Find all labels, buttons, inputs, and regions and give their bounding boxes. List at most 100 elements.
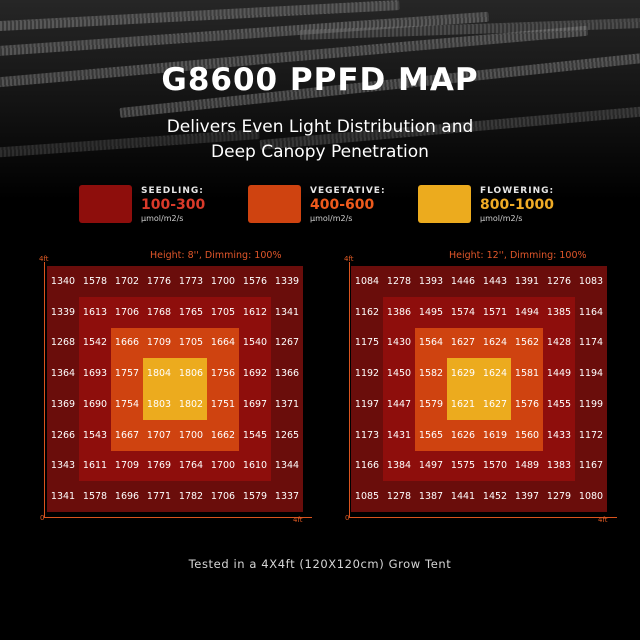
ppfd-cell: 1706 xyxy=(114,306,140,318)
ppfd-cell: 1696 xyxy=(114,491,140,503)
vegetative-swatch xyxy=(248,185,301,223)
ppfd-cell: 1083 xyxy=(578,275,604,287)
legend-name: FLOWERING: xyxy=(480,186,555,196)
legend-range: 800-1000 xyxy=(480,197,554,213)
ppfd-cell: 1387 xyxy=(418,491,444,503)
y-axis xyxy=(44,262,45,518)
hero-background xyxy=(0,0,640,200)
ppfd-cell: 1450 xyxy=(386,368,412,380)
legend-range: 100-300 xyxy=(141,197,206,213)
ppfd-cell: 1581 xyxy=(514,368,540,380)
y-axis-top-label: 4ft xyxy=(344,255,354,263)
ppfd-cell: 1768 xyxy=(146,306,172,318)
ppfd-cell: 1265 xyxy=(274,429,300,441)
ppfd-cell: 1455 xyxy=(546,398,572,410)
x-axis xyxy=(44,517,312,518)
ppfd-cell: 1279 xyxy=(546,491,572,503)
ppfd-cell: 1452 xyxy=(482,491,508,503)
ppfd-cell: 1084 xyxy=(354,275,380,287)
ppfd-cell: 1489 xyxy=(514,460,540,472)
ppfd-cell: 1802 xyxy=(178,398,204,410)
ppfd-cell: 1495 xyxy=(418,306,444,318)
ppfd-cell: 1497 xyxy=(418,460,444,472)
ppfd-cell: 1175 xyxy=(354,337,380,349)
ppfd-cell: 1705 xyxy=(210,306,236,318)
ppfd-cell: 1754 xyxy=(114,398,140,410)
ppfd-cell: 1166 xyxy=(354,460,380,472)
ppfd-cell: 1172 xyxy=(578,429,604,441)
x-axis-right-label: 4ft xyxy=(293,516,303,524)
ppfd-cell: 1662 xyxy=(210,429,236,441)
center-zone xyxy=(447,358,511,420)
ppfd-cell: 1564 xyxy=(418,337,444,349)
ppfd-cell: 1341 xyxy=(274,306,300,318)
ppfd-cell: 1782 xyxy=(178,491,204,503)
x-axis-right-label: 4ft xyxy=(598,516,608,524)
ppfd-cell: 1693 xyxy=(82,368,108,380)
ppfd-cell: 1765 xyxy=(178,306,204,318)
panel-heading: Height: 12'', Dimming: 100% xyxy=(449,250,587,261)
panel-heading: Height: 8'', Dimming: 100% xyxy=(150,250,282,261)
subtitle-line: Deep Canopy Penetration xyxy=(211,142,429,162)
ppfd-cell: 1085 xyxy=(354,491,380,503)
ppfd-cell: 1164 xyxy=(578,306,604,318)
ppfd-cell: 1624 xyxy=(482,337,508,349)
seedling-swatch xyxy=(79,185,132,223)
ppfd-cell: 1369 xyxy=(50,398,76,410)
ppfd-cell: 1339 xyxy=(274,275,300,287)
ppfd-cell: 1494 xyxy=(514,306,540,318)
ppfd-cell: 1803 xyxy=(146,398,172,410)
ppfd-cell: 1771 xyxy=(146,491,172,503)
ppfd-cell: 1709 xyxy=(114,460,140,472)
page-title: G8600 PPFD MAP xyxy=(161,62,479,98)
ppfd-cell: 1167 xyxy=(578,460,604,472)
ppfd-cell: 1339 xyxy=(50,306,76,318)
ppfd-cell: 1582 xyxy=(418,368,444,380)
ppfd-cell: 1562 xyxy=(514,337,540,349)
ppfd-cell: 1341 xyxy=(50,491,76,503)
ppfd-cell: 1162 xyxy=(354,306,380,318)
ppfd-cell: 1268 xyxy=(50,337,76,349)
ppfd-cell: 1447 xyxy=(386,398,412,410)
legend-range: 400-600 xyxy=(310,197,375,213)
ppfd-cell: 1174 xyxy=(578,337,604,349)
subtitle: Delivers Even Light Distribution and Dee… xyxy=(0,115,640,165)
ppfd-cell: 1626 xyxy=(450,429,476,441)
ppfd-cell: 1611 xyxy=(82,460,108,472)
ppfd-cell: 1613 xyxy=(82,306,108,318)
x-axis xyxy=(349,517,617,518)
ppfd-cell: 1565 xyxy=(418,429,444,441)
ppfd-cell: 1278 xyxy=(386,275,412,287)
ppfd-cell: 1574 xyxy=(450,306,476,318)
ppfd-cell: 1776 xyxy=(146,275,172,287)
ppfd-cell: 1266 xyxy=(50,429,76,441)
flowering-swatch xyxy=(418,185,471,223)
ppfd-cell: 1806 xyxy=(178,368,204,380)
ppfd-cell: 1430 xyxy=(386,337,412,349)
ppfd-cell: 1278 xyxy=(386,491,412,503)
ppfd-cell: 1545 xyxy=(242,429,268,441)
ppfd-cell: 1579 xyxy=(242,491,268,503)
ppfd-cell: 1666 xyxy=(114,337,140,349)
ppfd-cell: 1700 xyxy=(210,275,236,287)
ppfd-cell: 1371 xyxy=(274,398,300,410)
ppfd-cell: 1579 xyxy=(418,398,444,410)
ppfd-cell: 1571 xyxy=(482,306,508,318)
ppfd-map-12in: 1084 1278 1393 1446 1443 1391 1276 1083 1162 1386… xyxy=(351,266,607,512)
y-axis xyxy=(349,262,350,518)
ppfd-cell: 1624 xyxy=(482,368,508,380)
ppfd-cell: 1612 xyxy=(242,306,268,318)
ppfd-cell: 1441 xyxy=(450,491,476,503)
ppfd-cell: 1627 xyxy=(450,337,476,349)
ppfd-cell: 1397 xyxy=(514,491,540,503)
ppfd-cell: 1344 xyxy=(274,460,300,472)
ppfd-grid: 1340 1578 1702 1776 1773 1700 1576 1339 1339 1613… xyxy=(47,266,303,512)
ppfd-cell: 1690 xyxy=(82,398,108,410)
ppfd-cell: 1267 xyxy=(274,337,300,349)
ppfd-cell: 1706 xyxy=(210,491,236,503)
ppfd-cell: 1578 xyxy=(82,491,108,503)
ppfd-cell: 1769 xyxy=(146,460,172,472)
ppfd-cell: 1629 xyxy=(450,368,476,380)
ppfd-cell: 1386 xyxy=(386,306,412,318)
ppfd-cell: 1199 xyxy=(578,398,604,410)
